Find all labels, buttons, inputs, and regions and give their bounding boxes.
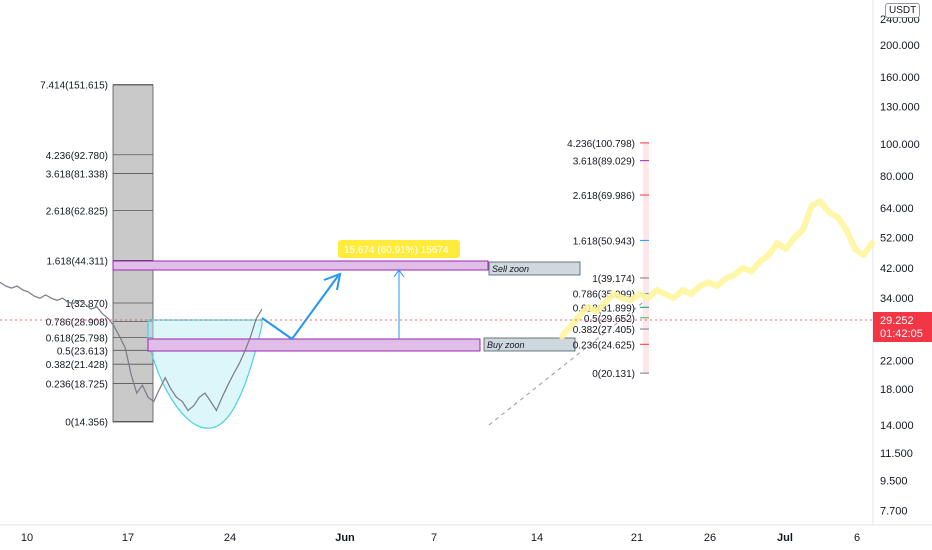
- sell-zone-box: [112, 260, 489, 271]
- right-fib-extension[interactable]: 4.236(100.798) 3.618(89.029) 2.618(69.986)…: [567, 139, 649, 380]
- buy-zone-box: [147, 338, 481, 352]
- right-fib-column: [643, 142, 649, 374]
- y-tick-label: 42.000: [880, 263, 914, 275]
- y-tick-label: 64.000: [880, 203, 914, 215]
- time-axis[interactable]: 10 17 24 Jun 7 14 21 26 Jul 6: [21, 532, 860, 544]
- y-tick-label: 52.000: [880, 232, 914, 244]
- right-fib-level-label: 0.382(27.405): [573, 325, 635, 336]
- left-fib-level-label: 4.236(92.780): [46, 151, 108, 162]
- current-price-value: 29.252: [880, 315, 914, 327]
- price-range-measure[interactable]: 15.674 (60.91%) 15674: [338, 240, 460, 339]
- y-tick-label: 22.000: [880, 355, 914, 367]
- x-tick-label: 14: [531, 532, 543, 544]
- left-fib-level-label: 0.786(28.908): [46, 317, 108, 328]
- left-fib-level-label: 3.618(81.338): [46, 170, 108, 181]
- x-tick-label: 24: [224, 532, 236, 544]
- price-axis[interactable]: 240.000200.000160.000130.000100.00080.00…: [880, 14, 920, 517]
- y-tick-label: 14.000: [880, 420, 914, 432]
- x-tick-label: Jul: [777, 532, 793, 544]
- right-fib-level-label: 0.786(35.099): [573, 290, 635, 301]
- y-tick-label: 18.000: [880, 384, 914, 396]
- right-fib-level-label: 1.618(50.943): [573, 236, 635, 247]
- x-tick-label: 10: [21, 532, 33, 544]
- left-fib-extension[interactable]: 7.414(151.615) 4.236(92.780) 3.618(81.338)…: [40, 81, 154, 429]
- buy-zone-label-box: [483, 337, 576, 352]
- right-fib-level-label: 3.618(89.029): [573, 157, 635, 168]
- y-tick-label: 200.000: [880, 40, 920, 52]
- buy-zone-label: Buy zoon: [487, 340, 525, 350]
- x-tick-label: 21: [631, 532, 643, 544]
- cup-pattern[interactable]: [147, 319, 263, 429]
- sell-zone-label-box: [488, 261, 581, 276]
- current-price-tag: 29.252 01:42:05: [873, 312, 932, 342]
- price-line: [0, 281, 263, 412]
- sell-zone[interactable]: Sell zoon: [112, 260, 581, 276]
- left-fib-level-label: 1(32.870): [65, 299, 108, 310]
- right-fib-level-label: 2.618(69.986): [573, 191, 635, 202]
- y-tick-label: 130.000: [880, 102, 920, 114]
- right-fib-level-label: 4.236(100.798): [567, 139, 635, 150]
- right-fib-level-label: 0.5(29.652): [584, 314, 635, 325]
- left-fib-level-label: 7.414(151.615): [40, 81, 108, 92]
- forecast-arrow[interactable]: [261, 275, 339, 341]
- current-price-tag-box: [873, 312, 932, 342]
- countdown-value: 01:42:05: [880, 328, 923, 340]
- sell-zone-label: Sell zoon: [492, 264, 529, 274]
- left-fib-level-label: 0.618(25.798): [46, 334, 108, 345]
- right-fib-level-label: 0.618(31.899): [573, 303, 635, 314]
- right-fib-level-label: 1(39.174): [592, 274, 635, 285]
- buy-zone[interactable]: Buy zoon: [147, 337, 576, 352]
- y-tick-label: 80.000: [880, 171, 914, 183]
- y-tick-label: 160.000: [880, 72, 920, 84]
- right-fib-level-label: 0(20.131): [592, 369, 635, 380]
- y-tick-label: 100.000: [880, 139, 920, 151]
- left-fib-level-label: 2.618(62.825): [46, 206, 108, 217]
- x-tick-label: 17: [122, 532, 134, 544]
- y-tick-label: 11.500: [880, 448, 913, 460]
- left-fib-level-label: 0(14.356): [65, 417, 108, 428]
- x-tick-label: 7: [431, 532, 437, 544]
- left-fib-level-label: 1.618(44.311): [46, 256, 108, 267]
- forecast-arrowhead: [323, 272, 342, 291]
- left-fib-level-label: 0.5(23.613): [57, 346, 108, 357]
- y-tick-label: 7.700: [880, 505, 908, 517]
- x-tick-label: 26: [704, 532, 716, 544]
- x-tick-label: Jun: [335, 532, 355, 544]
- measure-label: 15.674 (60.91%) 15674: [344, 245, 449, 256]
- x-tick-label: 6: [854, 532, 860, 544]
- y-tick-label: 9.500: [880, 475, 908, 487]
- projected-path[interactable]: [559, 198, 875, 340]
- measure-arrowhead: [393, 269, 405, 278]
- dashed-trendline[interactable]: [488, 299, 647, 426]
- y-tick-label: 34.000: [880, 293, 914, 305]
- right-fib-level-label: 0.236(24.625): [573, 340, 635, 351]
- left-fib-column: [112, 84, 154, 423]
- left-fib-level-label: 0.236(18.725): [46, 379, 108, 390]
- left-fib-level-label: 0.382(21.428): [46, 360, 108, 371]
- measure-label-box: [338, 240, 460, 258]
- currency-label[interactable]: USDT: [885, 3, 921, 18]
